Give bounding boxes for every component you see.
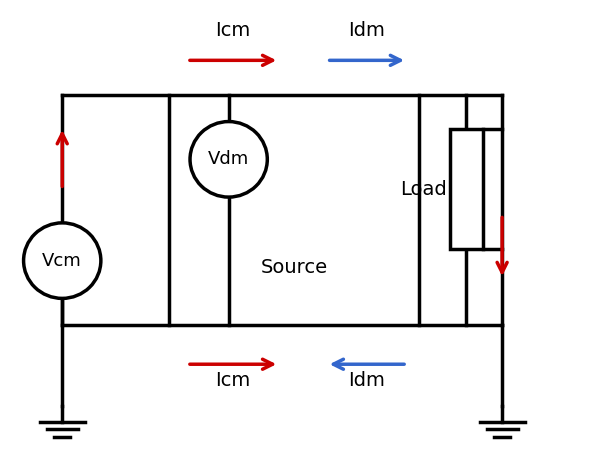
Ellipse shape xyxy=(190,122,268,197)
Text: Idm: Idm xyxy=(349,371,385,390)
Text: Vdm: Vdm xyxy=(208,151,249,168)
Text: Icm: Icm xyxy=(215,21,251,40)
Text: Load: Load xyxy=(400,180,447,199)
Text: Idm: Idm xyxy=(349,21,385,40)
Text: Icm: Icm xyxy=(215,371,251,390)
Ellipse shape xyxy=(23,223,101,298)
Bar xyxy=(450,130,483,249)
Text: Vcm: Vcm xyxy=(43,252,82,270)
Text: Source: Source xyxy=(260,258,328,277)
